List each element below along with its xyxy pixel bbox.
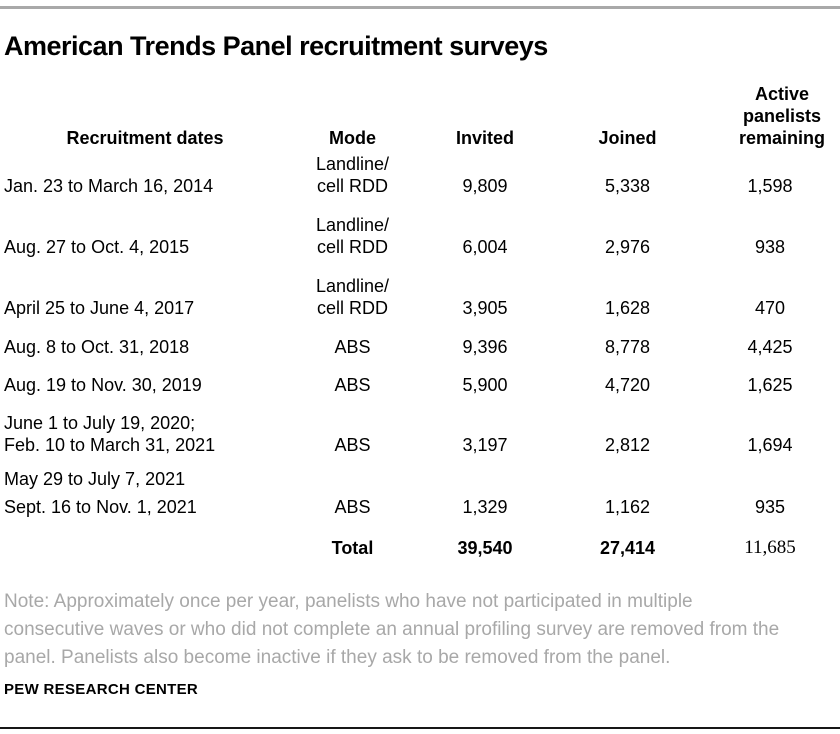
total-row: Total 39,540 27,414 11,685 [0,530,840,559]
joined-cell: 1,162 [604,497,651,517]
active-cell: 938 [754,237,786,257]
column-header-invited: Invited [455,128,514,148]
table-row-2018: Aug. 8 to Oct. 31, 2018 ABS 9,396 8,778 … [0,336,840,374]
source-label: PEW RESEARCH CENTER [4,681,199,698]
recruitment-dates-cell: April 25 to June 4, 2017 [4,298,195,318]
table-row-2021: May 29 to July 7, 2021 Sept. 16 to Nov. … [0,468,840,530]
mode-cell: ABS [334,497,371,517]
recruitment-dates-cell: Aug. 19 to Nov. 30, 2019 [4,375,202,395]
recruitment-table: Recruitment dates Mode Invited Joined Ac… [0,83,840,559]
mode-cell: Landline/ cell RDD [315,276,390,318]
recruitment-dates-cell: May 29 to July 7, 2021 Sept. 16 to Nov. … [0,468,290,530]
invited-cell: 3,905 [462,298,508,318]
active-cell: 4,425 [747,337,793,357]
column-header-joined: Joined [598,128,657,148]
invited-cell: 3,197 [462,435,508,455]
note: Note: Approximately once per year, panel… [4,588,836,672]
bottom-rule [0,727,840,729]
empty-cell [0,530,290,559]
mode-cell: ABS [334,337,371,357]
figure-title: American Trends Panel recruitment survey… [4,31,548,61]
invited-cell: 1,329 [462,497,508,517]
note-line: consecutive waves or who did not complet… [4,619,780,640]
total-joined-cell: 27,414 [599,538,656,558]
header-row: Recruitment dates Mode Invited Joined Ac… [0,83,840,153]
mode-cell: ABS [334,435,371,455]
invited-cell: 9,809 [462,176,508,196]
joined-cell: 2,976 [604,237,651,257]
mode-cell: Landline/ cell RDD [315,215,390,257]
date-line: May 29 to July 7, 2021 [4,469,186,489]
date-line: June 1 to July 19, 2020; [4,413,196,433]
table-row-2019: Aug. 19 to Nov. 30, 2019 ABS 5,900 4,720… [0,374,840,412]
table-row-2014: Jan. 23 to March 16, 2014 Landline/ cell… [0,153,840,214]
invited-cell: 9,396 [462,337,508,357]
total-label: Total [331,538,374,558]
recruitment-dates-cell: Aug. 8 to Oct. 31, 2018 [4,337,190,357]
joined-cell: 1,628 [604,298,651,318]
joined-cell: 5,338 [604,176,651,196]
joined-cell: 4,720 [604,375,651,395]
note-line: panel. Panelists also become inactive if… [4,647,671,668]
column-header-active-panelists-remaining: Active panelists remaining [738,84,826,148]
recruitment-dates-cell: Aug. 27 to Oct. 4, 2015 [4,237,190,257]
note-line: Note: Approximately once per year, panel… [4,591,693,612]
mode-cell: Landline/ cell RDD [315,154,390,196]
total-active-cell: 11,685 [744,537,796,558]
table-row-2015: Aug. 27 to Oct. 4, 2015 Landline/ cell R… [0,214,840,275]
joined-cell: 2,812 [604,435,651,455]
date-line: Sept. 16 to Nov. 1, 2021 [4,497,197,517]
invited-cell: 6,004 [462,237,508,257]
table-row-2017: April 25 to June 4, 2017 Landline/ cell … [0,275,840,336]
active-cell: 935 [754,497,786,517]
invited-cell: 5,900 [462,375,508,395]
active-cell: 1,694 [747,435,793,455]
active-cell: 1,625 [747,375,793,395]
total-invited-cell: 39,540 [457,538,513,558]
column-header-mode: Mode [329,128,376,148]
table-row-2020-2021: June 1 to July 19, 2020; Feb. 10 to Marc… [0,412,840,468]
joined-cell: 8,778 [604,337,651,357]
active-cell: 1,598 [747,176,793,196]
active-cell: 470 [754,298,786,318]
top-rule [0,6,840,9]
date-line: Feb. 10 to March 31, 2021 [4,435,216,455]
column-header-recruitment-dates: Recruitment dates [66,128,224,148]
mode-cell: ABS [334,375,371,395]
recruitment-dates-cell: June 1 to July 19, 2020; Feb. 10 to Marc… [0,412,290,468]
recruitment-dates-cell: Jan. 23 to March 16, 2014 [4,176,214,196]
